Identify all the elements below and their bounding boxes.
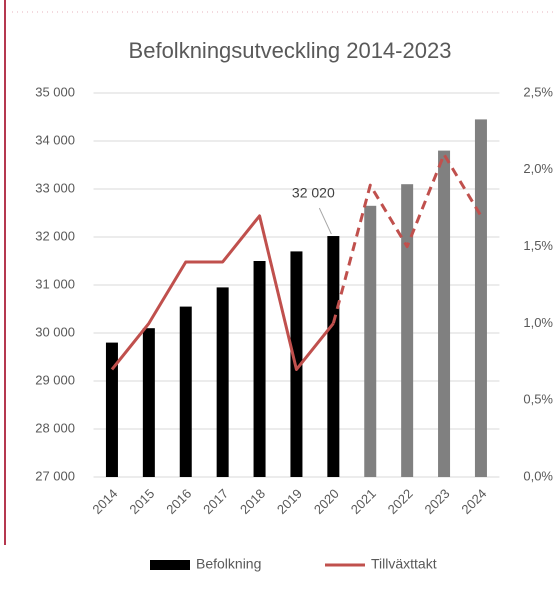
y-tick-label: 32 000 [35,228,75,243]
legend-label: Befolkning [196,556,261,572]
y2-tick-label: 0,0% [523,468,553,483]
bar [216,287,229,477]
bar [142,328,155,477]
y2-tick-label: 0,5% [523,392,553,407]
y-tick-label: 29 000 [35,372,75,387]
bar [438,150,451,477]
y-tick-label: 33 000 [35,180,75,195]
bar [253,261,266,477]
y2-tick-label: 2,5% [523,84,553,99]
y2-tick-label: 1,0% [523,315,553,330]
bar [364,205,377,478]
y-tick-label: 27 000 [35,468,75,483]
legend-swatch [150,560,190,570]
bar [474,119,487,478]
label-leader [318,207,332,235]
bar [327,236,340,477]
chart-title: Befolkningsutveckling 2014-2023 [129,38,452,63]
bar [179,306,192,477]
y2-tick-label: 1,5% [523,238,553,253]
line [110,214,335,371]
data-label: 32 020 [292,185,335,201]
y-tick-label: 35 000 [35,84,75,99]
y-tick-label: 34 000 [35,132,75,147]
bar [401,184,414,477]
y-tick-label: 31 000 [35,276,75,291]
legend-label: Tillväxttakt [371,556,437,572]
y2-tick-label: 2,0% [523,161,553,176]
y-tick-label: 30 000 [35,324,75,339]
y-tick-label: 28 000 [35,420,75,435]
line-dashed [331,152,483,324]
bar [105,342,118,477]
